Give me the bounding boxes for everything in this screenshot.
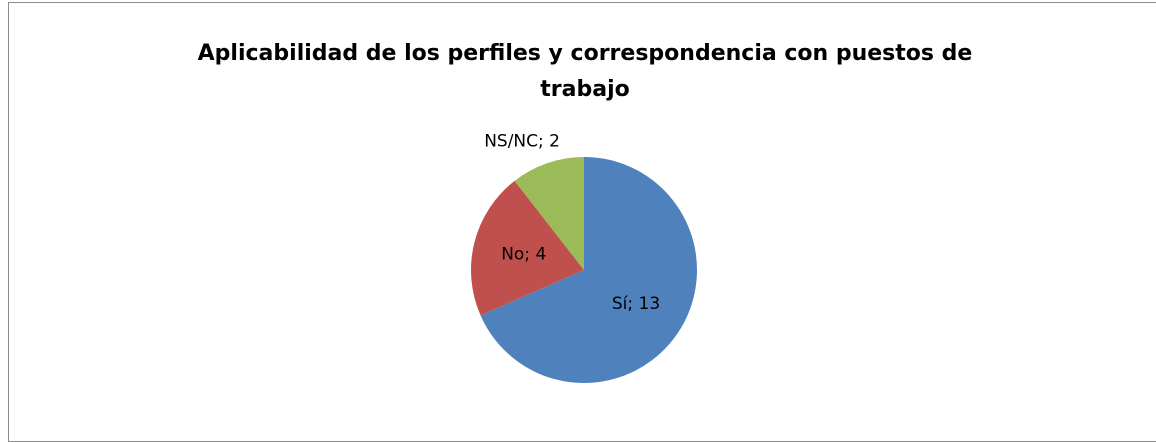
data-label: Sí; 13 [612, 294, 660, 314]
pie-slice [471, 180, 584, 316]
pie-slice [514, 157, 584, 270]
data-label: NS/NC; 2 [484, 132, 560, 152]
chart-title: Aplicabilidad de los perfiles y correspo… [197, 41, 973, 102]
chart: Aplicabilidad de los perfiles y correspo… [8, 2, 1156, 442]
pie-slice [480, 157, 697, 384]
plot: Sí; 13 No; 4 NS/NC; 2 [471, 132, 697, 384]
data-label: No; 4 [501, 245, 546, 265]
